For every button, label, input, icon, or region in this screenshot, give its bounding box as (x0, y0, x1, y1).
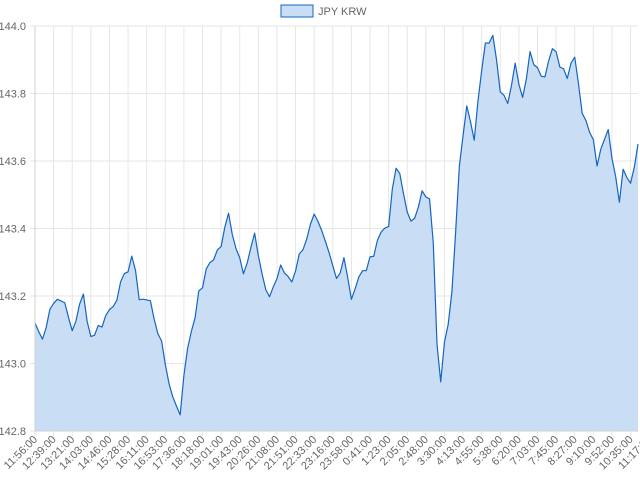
y-tick-label: 143.6 (0, 156, 26, 168)
y-tick-label: 143.0 (0, 359, 26, 371)
y-tick-label: 142.8 (0, 426, 26, 438)
y-tick-label: 144.0 (0, 21, 26, 33)
series-area (35, 35, 638, 431)
x-axis: 11:56:0012:39:0013:21:0014:03:0014:46:00… (2, 430, 640, 472)
series-layer (34, 34, 639, 431)
y-tick-label: 143.2 (0, 291, 26, 303)
legend-label[interactable]: JPY KRW (318, 6, 367, 18)
y-tick-label: 143.8 (0, 89, 26, 101)
y-axis: 144.0 143.8 143.6 143.4 143.2 143.0 142.8 (0, 21, 36, 438)
legend-swatch[interactable] (280, 4, 314, 18)
legend[interactable]: JPY KRW (280, 4, 367, 18)
series-line[interactable] (34, 34, 639, 416)
y-tick-label: 143.4 (0, 224, 26, 236)
